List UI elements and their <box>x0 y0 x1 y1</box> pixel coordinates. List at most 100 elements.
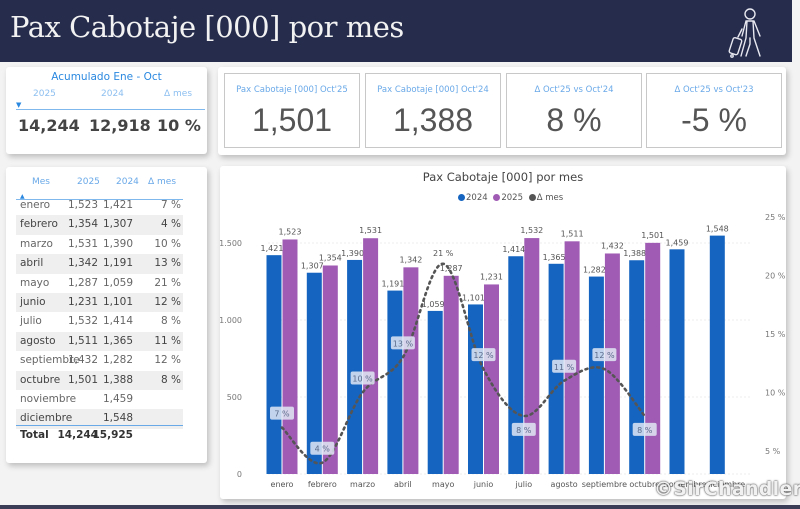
bar-label-2024: 1,388 <box>623 249 646 258</box>
chart-legend: 2024 2025 Δ mes <box>458 193 566 203</box>
cell-delta: 8 % <box>161 315 181 328</box>
cell-2025: 1,531 <box>67 237 98 250</box>
bar-label-2024: 1,390 <box>341 249 364 258</box>
col-header-2025[interactable]: 2025 <box>77 177 100 187</box>
bar-label-2024: 1,191 <box>381 280 404 289</box>
y-left-tick-label: 1.000 <box>220 316 242 325</box>
cell-2024: 1,421 <box>102 199 133 211</box>
col-header-delta[interactable]: Δ mes <box>148 177 177 187</box>
chart-title: Pax Cabotaje [000] por mes <box>422 170 584 184</box>
table-row[interactable]: febrero 1,354 1,307 4 % <box>16 215 183 235</box>
table-row[interactable]: mayo 1,287 1,059 21 % <box>16 274 183 293</box>
table-row[interactable]: abril 1,342 1,191 13 % <box>16 254 183 274</box>
kpi-card-oct25: Pax Cabotaje [000] Oct'25 1,501 <box>224 73 360 148</box>
y-left-tick-label: 1.500 <box>220 239 242 248</box>
bar-2024 <box>266 255 282 474</box>
col-header-2024[interactable]: 2024 <box>116 177 139 187</box>
traveler-with-suitcase-icon <box>728 8 761 58</box>
bar-2025 <box>604 253 620 474</box>
bar-2025 <box>564 241 580 474</box>
x-tick-label: octubre <box>629 480 660 489</box>
table-row[interactable]: octubre 1,501 1,388 8 % <box>16 370 183 390</box>
cell-month: septiembre <box>20 354 80 367</box>
bar-label-2024: 1,421 <box>261 244 284 253</box>
cell-2024: 1,059 <box>102 276 133 289</box>
delta-label-bg <box>471 348 496 362</box>
table-row[interactable]: junio 1,231 1,101 12 % <box>16 293 183 313</box>
delta-label: 10 % <box>352 375 373 384</box>
total-divider <box>16 425 183 426</box>
accumulated-col-delta[interactable]: Δ mes <box>164 89 193 99</box>
cell-month: noviembre <box>20 393 77 405</box>
x-tick-label: marzo <box>350 480 375 489</box>
cell-2025: 1,501 <box>67 373 98 386</box>
total-2024: 15,925 <box>92 429 133 441</box>
table-row[interactable]: noviembre 1,459 <box>16 390 183 409</box>
legend-label-2024: 2024 <box>466 193 488 203</box>
delta-label: 21 % <box>433 249 454 258</box>
y-left-tick-label: 500 <box>227 393 242 402</box>
legend-dot-2024 <box>458 194 465 201</box>
legend-label-delta: Δ mes <box>536 193 564 203</box>
delta-label: 8 % <box>516 426 532 435</box>
total-row: Total 14,244 15,925 <box>16 426 183 446</box>
sort-asc-icon[interactable]: ▲ <box>20 193 25 200</box>
table-row[interactable]: marzo 1,531 1,390 10 % <box>16 235 183 254</box>
cell-month: marzo <box>20 237 53 250</box>
watermark: ©SirChandler <box>654 478 800 500</box>
y-right-tick-label: 15 % <box>765 330 786 339</box>
table-row[interactable]: julio 1,532 1,414 8 % <box>16 312 183 331</box>
cell-delta: 12 % <box>154 354 181 367</box>
kpi-label: Δ Oct'25 vs Oct'23 <box>674 85 754 95</box>
delta-label-bg <box>552 359 577 373</box>
bottom-strip <box>0 505 800 509</box>
bar-2025 <box>443 275 459 474</box>
cell-2025: 1,342 <box>67 257 98 270</box>
delta-label: 12 % <box>473 351 494 360</box>
bar-2024 <box>588 276 604 474</box>
kpi-value: 1,501 <box>251 102 333 138</box>
delta-label: 12 % <box>594 351 615 360</box>
accumulated-title: Acumulado Ene - Oct <box>51 71 162 83</box>
accumulated-col-2025[interactable]: 2025 <box>33 89 56 99</box>
delta-label: 7 % <box>274 410 290 419</box>
kpi-card-oct24: Pax Cabotaje [000] Oct'24 1,388 <box>365 73 501 148</box>
bar-2024 <box>387 290 403 474</box>
kpi-label: Pax Cabotaje [000] Oct'25 <box>236 85 348 95</box>
total-label: Total <box>20 429 49 441</box>
legend-label-2025: 2025 <box>501 193 523 203</box>
accumulated-value-delta: 10 % <box>157 116 201 135</box>
delta-label-bg <box>632 422 657 436</box>
bar-2025 <box>322 265 338 474</box>
delta-label-bg <box>310 441 335 455</box>
cell-2025: 1,432 <box>67 354 98 367</box>
legend-item-2025[interactable]: 2025 <box>493 193 523 203</box>
legend-item-delta[interactable]: Δ mes <box>528 193 564 203</box>
bar-label-2024: 1,548 <box>706 225 729 234</box>
accumulated-col-2024[interactable]: 2024 <box>101 89 124 99</box>
y-right-tick-label: 25 % <box>765 213 786 222</box>
bar-label-2024: 1,101 <box>462 293 485 302</box>
cell-month: junio <box>20 296 46 308</box>
cell-month: julio <box>20 315 42 328</box>
table-row[interactable]: agosto 1,511 1,365 11 % <box>16 331 183 352</box>
col-header-mes[interactable]: Mes <box>32 177 50 187</box>
legend-item-2024[interactable]: 2024 <box>458 193 488 203</box>
monthly-chart: Pax Cabotaje [000] por mes 2024 2025 Δ m… <box>220 166 786 499</box>
bar-2024 <box>709 235 725 474</box>
cell-month: enero <box>20 199 51 211</box>
bar-2025 <box>645 242 661 474</box>
delta-label-bg <box>390 336 415 350</box>
sort-desc-icon[interactable]: ▼ <box>16 101 22 109</box>
x-tick-label: mayo <box>432 480 454 489</box>
monthly-table: Mes 2025 2024 Δ mes ▲ enero 1,523 1,421 7 %… <box>6 167 207 463</box>
cell-month: diciembre <box>20 412 73 425</box>
table-row[interactable]: enero 1,523 1,421 7 % <box>16 196 183 215</box>
cell-2024: 1,390 <box>102 237 133 250</box>
table-row[interactable]: septiembre 1,432 1,282 12 % <box>16 351 183 370</box>
table-row[interactable]: diciembre 1,548 <box>16 409 183 429</box>
cell-2024: 1,101 <box>102 296 133 308</box>
kpi-card-delta-vs-oct23: Δ Oct'25 vs Oct'23 -5 % <box>646 73 782 148</box>
delta-label: 4 % <box>315 445 331 454</box>
